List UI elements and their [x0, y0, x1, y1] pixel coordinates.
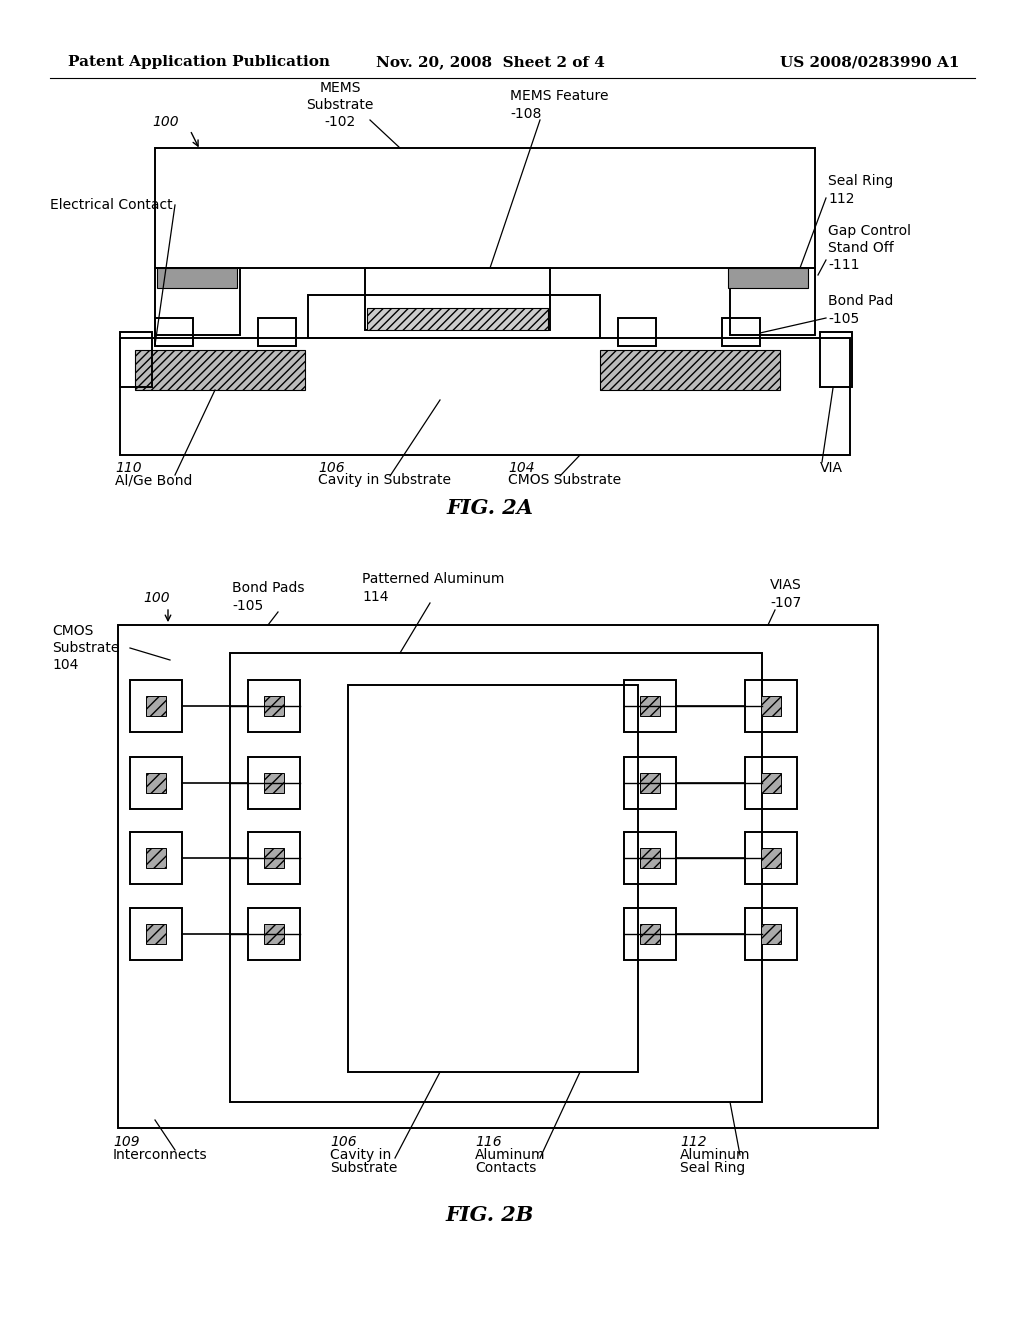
Text: VIA: VIA [820, 461, 843, 475]
Text: Cavity in Substrate: Cavity in Substrate [318, 473, 451, 487]
Bar [820, 333, 852, 387]
Bar [258, 318, 296, 346]
Text: FIG. 2A: FIG. 2A [446, 498, 534, 517]
Bar [730, 268, 815, 335]
Bar [230, 653, 762, 1102]
Bar [761, 924, 781, 944]
Bar [745, 832, 797, 884]
Text: 100: 100 [143, 591, 170, 605]
Text: MEMS Feature
-108: MEMS Feature -108 [510, 90, 608, 120]
Text: Cavity in: Cavity in [330, 1148, 391, 1162]
Bar [155, 148, 815, 268]
Text: 100: 100 [152, 115, 178, 129]
Bar [745, 908, 797, 960]
Bar [155, 318, 193, 346]
Text: 112: 112 [680, 1135, 707, 1148]
Text: Aluminum: Aluminum [680, 1148, 751, 1162]
Bar [624, 756, 676, 809]
Bar [248, 680, 300, 733]
Bar [146, 696, 166, 715]
Text: VIAS
-107: VIAS -107 [770, 578, 802, 610]
Bar [640, 696, 660, 715]
Text: Interconnects: Interconnects [113, 1148, 208, 1162]
Text: Aluminum: Aluminum [475, 1148, 546, 1162]
Bar [348, 685, 638, 1072]
Bar [130, 756, 182, 809]
Bar [264, 696, 284, 715]
Bar [248, 756, 300, 809]
Text: FIG. 2B: FIG. 2B [445, 1205, 535, 1225]
Bar [130, 680, 182, 733]
Text: Al/Ge Bond: Al/Ge Bond [115, 473, 193, 487]
Bar [120, 333, 152, 387]
Text: CMOS
Substrate
104: CMOS Substrate 104 [52, 624, 120, 672]
Bar [624, 680, 676, 733]
Text: Bond Pads
-105: Bond Pads -105 [232, 581, 304, 612]
Bar [365, 268, 550, 330]
Bar [640, 924, 660, 944]
Text: 106: 106 [318, 461, 345, 475]
Bar [264, 924, 284, 944]
Bar [155, 268, 240, 335]
Bar [722, 318, 760, 346]
Bar [600, 350, 780, 389]
Bar [264, 774, 284, 793]
Bar [640, 847, 660, 869]
Bar [130, 908, 182, 960]
Text: Patterned Aluminum
114: Patterned Aluminum 114 [362, 573, 505, 603]
Text: Seal Ring: Seal Ring [680, 1162, 745, 1175]
Bar [367, 308, 548, 330]
Text: Seal Ring
112: Seal Ring 112 [828, 174, 893, 206]
Bar [308, 294, 600, 338]
Bar [761, 696, 781, 715]
Bar [130, 832, 182, 884]
Bar [640, 774, 660, 793]
Text: 116: 116 [475, 1135, 502, 1148]
Text: 109: 109 [113, 1135, 139, 1148]
Text: CMOS Substrate: CMOS Substrate [508, 473, 622, 487]
Text: 104: 104 [508, 461, 535, 475]
Bar [135, 350, 305, 389]
Text: Patent Application Publication: Patent Application Publication [68, 55, 330, 69]
Bar [264, 847, 284, 869]
Bar [745, 756, 797, 809]
Text: 110: 110 [115, 461, 141, 475]
Bar [761, 847, 781, 869]
Bar [146, 924, 166, 944]
Bar [624, 908, 676, 960]
Text: US 2008/0283990 A1: US 2008/0283990 A1 [780, 55, 961, 69]
Bar [146, 847, 166, 869]
Text: Contacts: Contacts [475, 1162, 537, 1175]
Bar [745, 680, 797, 733]
Text: Bond Pad
-105: Bond Pad -105 [828, 294, 893, 326]
Bar [146, 774, 166, 793]
Bar [761, 774, 781, 793]
Bar [120, 338, 850, 455]
Bar [618, 318, 656, 346]
Bar [248, 908, 300, 960]
Text: Nov. 20, 2008  Sheet 2 of 4: Nov. 20, 2008 Sheet 2 of 4 [376, 55, 604, 69]
Bar [118, 624, 878, 1129]
Text: Gap Control
Stand Off
-111: Gap Control Stand Off -111 [828, 223, 911, 272]
Bar [728, 268, 808, 288]
Text: MEMS
Substrate
-102: MEMS Substrate -102 [306, 81, 374, 129]
Text: 106: 106 [330, 1135, 356, 1148]
Text: Electrical Contact: Electrical Contact [50, 198, 173, 213]
Text: Substrate: Substrate [330, 1162, 397, 1175]
Bar [248, 832, 300, 884]
Bar [624, 832, 676, 884]
Bar [157, 268, 237, 288]
